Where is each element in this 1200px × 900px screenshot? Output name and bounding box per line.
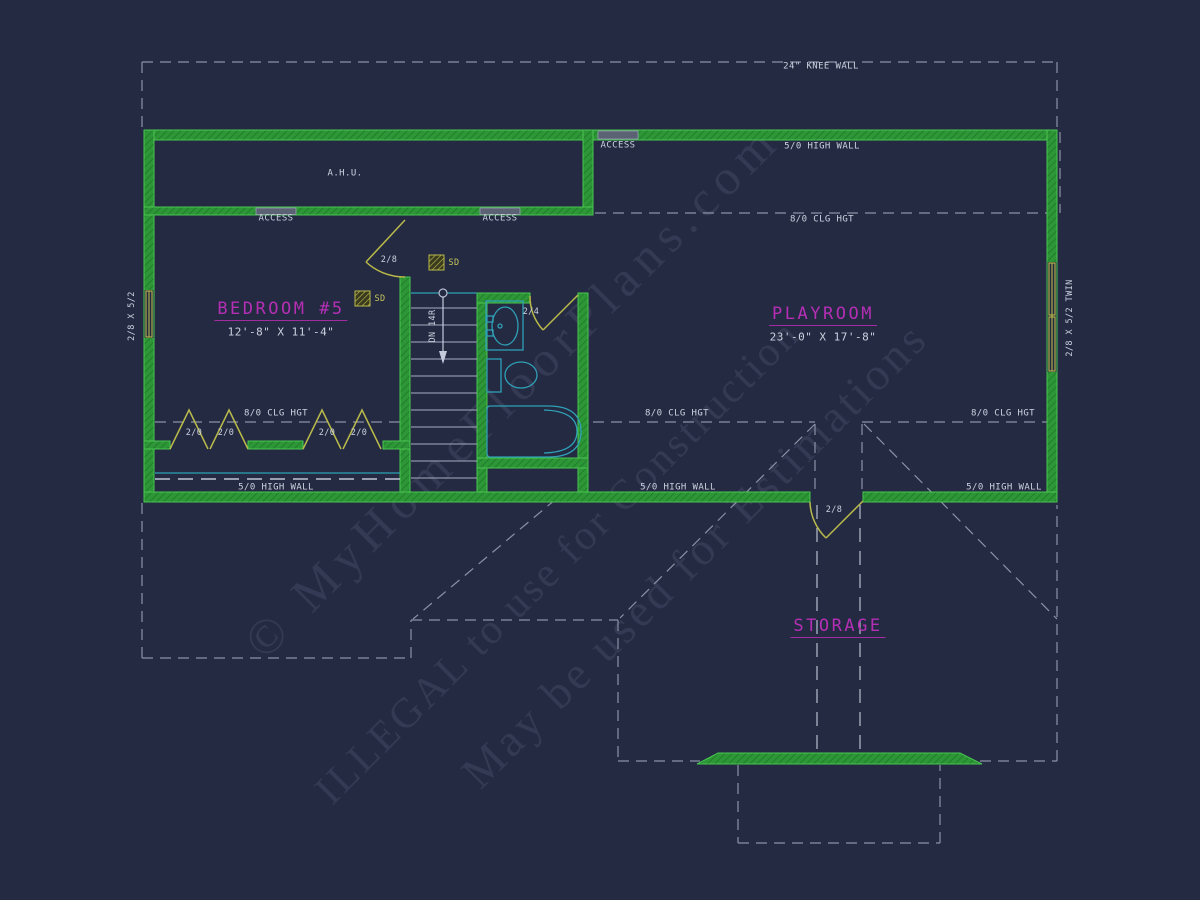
bedroom-door bbox=[365, 219, 406, 278]
bathroom-fixtures bbox=[485, 300, 582, 458]
toilet bbox=[486, 358, 538, 393]
smoke-detector-label-hall: SD bbox=[448, 257, 460, 268]
stairs bbox=[411, 288, 477, 479]
high-wall-label-playroom-right: 5/0 HIGH WALL bbox=[966, 482, 1042, 493]
storage-door bbox=[809, 500, 864, 539]
bathtub bbox=[486, 405, 582, 458]
chimney-outline bbox=[737, 765, 941, 844]
playroom-dimensions: 23'-0" X 17'-8" bbox=[769, 330, 877, 344]
clg-hgt-label-playroom-top: 8/0 CLG HGT bbox=[789, 214, 855, 225]
windows bbox=[144, 262, 1057, 372]
closet-bifold-doors bbox=[169, 408, 382, 450]
closet-shelf-rod bbox=[155, 472, 400, 480]
bedroom-door-size: 2/8 bbox=[380, 254, 398, 265]
vanity-sink bbox=[485, 300, 524, 351]
stair-down-arrow bbox=[438, 288, 448, 364]
bifold-door-size-4: 2/0 bbox=[350, 427, 368, 438]
access-label-left: ACCESS bbox=[258, 213, 294, 224]
playroom-twin-window bbox=[1047, 262, 1057, 372]
smoke-detector-label-bedroom: SD bbox=[374, 293, 386, 304]
doors bbox=[169, 219, 864, 539]
knee-wall-label: 24" KNEE WALL bbox=[783, 61, 859, 72]
access-label-mid: ACCESS bbox=[482, 213, 518, 224]
high-wall-label-closet: 5/0 HIGH WALL bbox=[238, 482, 314, 493]
smoke-detector-icon bbox=[428, 254, 445, 271]
bifold-door-size-1: 2/0 bbox=[185, 427, 203, 438]
high-wall-label-playroom-left: 5/0 HIGH WALL bbox=[640, 482, 716, 493]
storage-title: STORAGE bbox=[790, 618, 886, 638]
playroom-window-size: 2/8 X 5/2 TWIN bbox=[1064, 279, 1075, 357]
clg-hgt-label-playroom-br: 8/0 CLG HGT bbox=[970, 408, 1036, 419]
bedroom-title: BEDROOM #5 bbox=[214, 301, 348, 321]
bedroom-window-size: 2/8 X 5/2 bbox=[126, 291, 137, 341]
high-wall-label-top: 5/0 HIGH WALL bbox=[784, 141, 860, 152]
smoke-detector-icon bbox=[354, 290, 371, 307]
knee-wall-boundary bbox=[141, 61, 1061, 213]
bedroom-window bbox=[144, 290, 154, 338]
roof-hip-lines bbox=[412, 423, 1058, 620]
ceiling-break-lines bbox=[155, 212, 1053, 492]
playroom-title: PLAYROOM bbox=[769, 306, 877, 326]
bifold-door-size-2: 2/0 bbox=[217, 427, 235, 438]
stair-direction-label: DN 14R bbox=[427, 309, 438, 343]
storage-door-size: 2/8 bbox=[825, 504, 843, 515]
bedroom-dimensions: 12'-8" X 11'-4" bbox=[227, 325, 335, 339]
storage-front-wall bbox=[696, 752, 983, 765]
bathroom-door bbox=[529, 294, 579, 331]
bifold-door-size-3: 2/0 bbox=[318, 427, 336, 438]
clg-hgt-label-bedroom: 8/0 CLG HGT bbox=[243, 408, 309, 419]
access-label-top: ACCESS bbox=[600, 140, 636, 151]
bathroom-door-size: 2/4 bbox=[522, 306, 540, 317]
clg-hgt-label-playroom-bl: 8/0 CLG HGT bbox=[644, 408, 710, 419]
stair-treads bbox=[411, 307, 477, 479]
attic-access-hatches bbox=[255, 130, 639, 215]
storage-outline bbox=[141, 503, 1058, 762]
doorway-extension-lines bbox=[816, 505, 861, 752]
smoke-detector-icons bbox=[354, 254, 445, 307]
ahu-room-label: A.H.U. bbox=[327, 168, 363, 179]
walls bbox=[143, 129, 1058, 765]
